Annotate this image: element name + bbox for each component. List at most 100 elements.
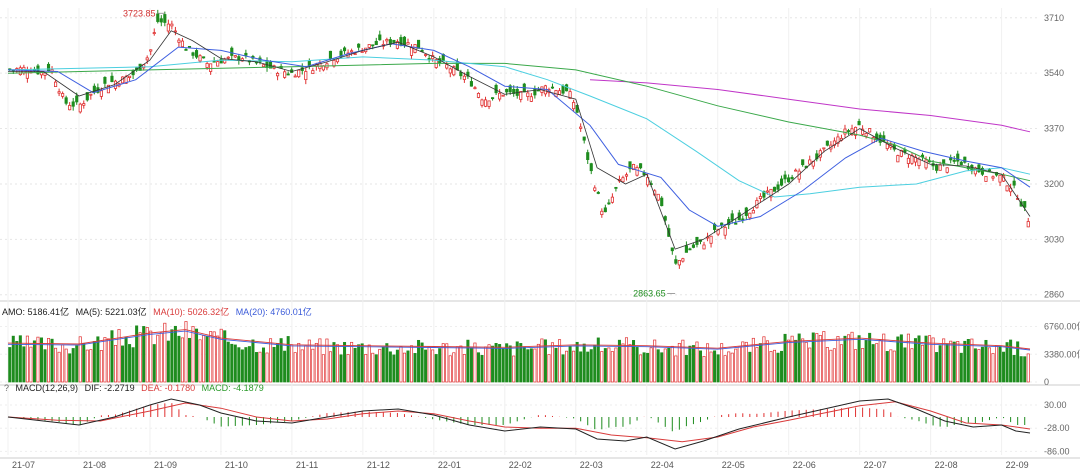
volume-bar	[71, 348, 75, 383]
volume-ma-line	[7, 330, 1031, 351]
candle-body	[283, 71, 287, 78]
candle-body	[610, 196, 614, 203]
volume-bar	[505, 343, 509, 383]
volume-bar	[875, 343, 879, 383]
candle-body	[691, 244, 696, 248]
volume-bar	[22, 346, 26, 383]
candle-body	[501, 94, 505, 97]
price-tick-label: 3370	[1044, 124, 1064, 134]
volume-bar	[152, 344, 156, 383]
volume-bar	[973, 348, 977, 383]
volume-bar	[1026, 353, 1030, 383]
volume-bar	[871, 344, 875, 383]
volume-bar	[748, 351, 752, 383]
volume-bar	[751, 337, 755, 383]
price-tick-label: 2860	[1044, 290, 1064, 300]
candle-body	[635, 167, 639, 176]
volume-bar	[321, 354, 325, 383]
candle-body	[596, 191, 600, 194]
candle-body	[801, 159, 805, 166]
volume-bar	[614, 347, 618, 383]
macd-help-icon[interactable]: ?	[4, 383, 10, 393]
candle-body	[191, 52, 195, 56]
candle-body	[353, 53, 357, 56]
candle-body	[808, 159, 812, 165]
volume-bar	[660, 352, 664, 383]
volume-bar	[371, 352, 375, 383]
volume-bar	[593, 344, 597, 383]
candle-body	[452, 66, 456, 76]
candle-body	[57, 91, 61, 94]
candle-body	[276, 72, 280, 77]
price-tick-label: 3030	[1044, 234, 1064, 244]
volume-bar	[607, 347, 611, 383]
volume-bar	[484, 346, 488, 383]
candle-body	[614, 186, 618, 189]
candle-body	[445, 64, 449, 69]
volume-bar	[223, 330, 227, 383]
volume-bar	[61, 344, 65, 383]
volume-bar	[498, 344, 502, 383]
volume-bar	[508, 345, 512, 383]
volume-bar	[462, 354, 466, 383]
volume-bar	[565, 350, 569, 383]
volume-bar	[928, 335, 932, 383]
volume-bar	[889, 349, 893, 383]
volume-bar	[737, 346, 741, 383]
candle-body	[846, 130, 851, 132]
volume-bar	[663, 348, 667, 383]
candle-body	[371, 44, 375, 47]
candle-body	[843, 128, 847, 135]
candle-body	[209, 63, 213, 72]
candle-body	[684, 245, 688, 253]
candle-body	[286, 73, 290, 76]
volume-bar	[293, 352, 297, 383]
candle-body	[184, 49, 188, 51]
candle-body	[476, 92, 481, 98]
volume-bar	[469, 347, 473, 383]
candle-body	[448, 68, 452, 74]
volume-bar	[385, 343, 389, 383]
candle-body	[945, 167, 949, 173]
ma-line-blue	[7, 43, 1031, 227]
candle-body	[783, 174, 787, 180]
candle-body	[163, 14, 167, 23]
candle-body	[25, 70, 29, 79]
volume-bar	[966, 338, 970, 383]
volume-bar	[776, 352, 780, 383]
volume-bar	[149, 330, 153, 383]
candle-body	[758, 196, 762, 199]
price-tick-label: 3710	[1044, 13, 1064, 23]
volume-bar	[381, 346, 385, 383]
volume-bar	[882, 333, 886, 383]
volume-bar	[529, 348, 533, 383]
candle-body	[424, 54, 428, 56]
volume-bar	[47, 338, 51, 383]
volume-bar	[247, 346, 251, 383]
candle-body	[677, 260, 681, 266]
candle-body	[550, 86, 555, 89]
x-tick-label: 21-08	[83, 460, 106, 470]
volume-bar	[328, 351, 332, 383]
volume-bar	[82, 342, 86, 383]
candle-body	[575, 105, 579, 113]
candle-body	[956, 153, 960, 162]
volume-bar	[931, 337, 935, 383]
volume-bar	[885, 351, 889, 383]
candle-body	[293, 75, 297, 78]
macd-tick-label: -86.00	[1044, 446, 1070, 456]
candle-body	[166, 23, 170, 32]
candle-body	[480, 99, 484, 106]
volume-bar	[350, 341, 354, 383]
volume-bar	[145, 327, 149, 383]
volume-bar	[1005, 342, 1009, 383]
volume-bar	[335, 344, 340, 383]
volume-bar	[709, 351, 713, 383]
candle-body	[924, 159, 928, 169]
volume-bar	[180, 337, 184, 383]
volume-bar	[297, 342, 301, 383]
volume-bar	[332, 342, 336, 383]
candle-body	[508, 85, 512, 93]
volume-bar	[424, 349, 428, 383]
